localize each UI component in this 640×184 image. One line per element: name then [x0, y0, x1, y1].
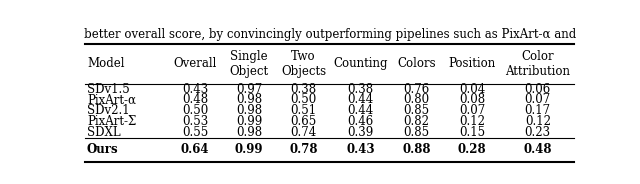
Text: 0.07: 0.07: [525, 93, 551, 106]
Text: 0.43: 0.43: [182, 83, 208, 96]
Text: 0.06: 0.06: [525, 83, 551, 96]
Text: PixArt-Σ: PixArt-Σ: [87, 115, 136, 128]
Text: 0.43: 0.43: [346, 144, 375, 156]
Text: 0.98: 0.98: [236, 104, 262, 117]
Text: Position: Position: [449, 57, 496, 70]
Text: 0.80: 0.80: [403, 93, 429, 106]
Text: 0.46: 0.46: [348, 115, 374, 128]
Text: Two
Objects: Two Objects: [281, 50, 326, 78]
Text: 0.55: 0.55: [182, 126, 208, 139]
Text: 0.07: 0.07: [459, 104, 485, 117]
Text: Model: Model: [87, 57, 124, 70]
Text: Overall: Overall: [173, 57, 217, 70]
Text: SDXL: SDXL: [87, 126, 120, 139]
Text: 0.82: 0.82: [403, 115, 429, 128]
Text: 0.44: 0.44: [348, 93, 374, 106]
Text: 0.12: 0.12: [459, 115, 485, 128]
Text: 0.85: 0.85: [403, 126, 429, 139]
Text: 0.85: 0.85: [403, 104, 429, 117]
Text: Colors: Colors: [397, 57, 436, 70]
Text: Counting: Counting: [333, 57, 388, 70]
Text: 0.38: 0.38: [348, 83, 374, 96]
Text: PixArt-α: PixArt-α: [87, 93, 136, 106]
Text: 0.44: 0.44: [348, 104, 374, 117]
Text: 0.12: 0.12: [525, 115, 551, 128]
Text: SDv2.1: SDv2.1: [87, 104, 129, 117]
Text: ieves better overall score, by convincingly outperforming pipelines such as PixA: ieves better overall score, by convincin…: [50, 28, 606, 41]
Text: 0.53: 0.53: [182, 115, 208, 128]
Text: 0.98: 0.98: [236, 126, 262, 139]
Text: 0.39: 0.39: [348, 126, 374, 139]
Text: 0.98: 0.98: [236, 93, 262, 106]
Text: 0.65: 0.65: [291, 115, 317, 128]
Text: 0.17: 0.17: [525, 104, 551, 117]
Text: 0.38: 0.38: [291, 83, 317, 96]
Text: 0.51: 0.51: [291, 104, 317, 117]
Text: 0.28: 0.28: [458, 144, 486, 156]
Text: 0.23: 0.23: [525, 126, 551, 139]
Text: 0.64: 0.64: [180, 144, 209, 156]
Text: 0.99: 0.99: [235, 144, 264, 156]
Text: 0.74: 0.74: [291, 126, 317, 139]
Text: 0.50: 0.50: [182, 104, 208, 117]
Text: 0.48: 0.48: [524, 144, 552, 156]
Text: Single
Object: Single Object: [230, 50, 269, 78]
Text: SDv1.5: SDv1.5: [87, 83, 130, 96]
Text: Ours: Ours: [87, 144, 118, 156]
Text: 0.88: 0.88: [402, 144, 431, 156]
Text: 0.48: 0.48: [182, 93, 208, 106]
Text: 0.04: 0.04: [459, 83, 485, 96]
Text: 0.99: 0.99: [236, 115, 262, 128]
Text: 0.78: 0.78: [289, 144, 318, 156]
Text: 0.50: 0.50: [291, 93, 317, 106]
Text: 0.76: 0.76: [403, 83, 429, 96]
Text: Color
Attribution: Color Attribution: [506, 50, 570, 78]
Text: 0.08: 0.08: [459, 93, 485, 106]
Text: 0.97: 0.97: [236, 83, 262, 96]
Text: 0.15: 0.15: [459, 126, 485, 139]
